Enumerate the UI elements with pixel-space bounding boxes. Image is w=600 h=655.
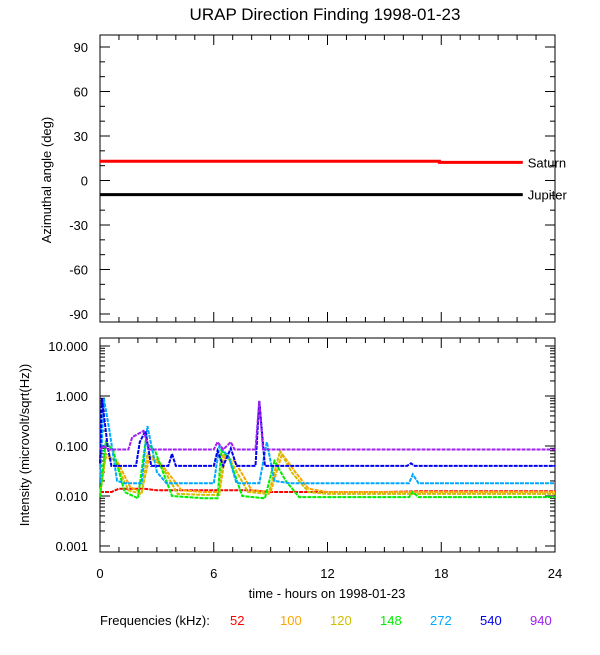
series-label-jupiter: Jupiter: [528, 188, 568, 203]
y-tick-label: 0.100: [55, 439, 88, 454]
series-120khz-line: [99, 448, 555, 496]
legend-item-100: 100: [280, 613, 302, 628]
legend-item-52: 52: [230, 613, 244, 628]
legend-item-940: 940: [530, 613, 552, 628]
legend-label: Frequencies (kHz):: [100, 613, 210, 628]
y-tick-label: 0: [81, 174, 88, 189]
x-tick-label: 6: [210, 566, 217, 581]
y-tick-label: 10.000: [48, 339, 88, 354]
y-axis-label: Azimuthal angle (deg): [39, 117, 54, 243]
legend-item-540: 540: [480, 613, 502, 628]
azimuth-panel-frame: [99, 34, 556, 323]
series-saturn-line: [100, 159, 523, 164]
x-tick-label: 24: [548, 566, 562, 581]
series-272khz-line: [99, 398, 555, 485]
x-axis-label: time - hours on 1998-01-23: [249, 586, 406, 601]
y-tick-label: 60: [74, 85, 88, 100]
chart-title: URAP Direction Finding 1998-01-23: [190, 5, 461, 24]
intensity-panel-frame: [99, 337, 556, 553]
series-label-saturn: Saturn: [528, 155, 566, 170]
frequency-legend: Frequencies (kHz): 52 100 120 148 272 540 940: [100, 613, 552, 628]
y-tick-label: -60: [69, 263, 88, 278]
series-940khz-line: [99, 400, 555, 452]
series-148khz-line: [99, 439, 555, 500]
series-540khz-line: [99, 398, 555, 469]
x-tick-label: 12: [320, 566, 334, 581]
legend-item-148: 148: [380, 613, 402, 628]
legend-item-272: 272: [430, 613, 452, 628]
y-tick-label: 0.010: [55, 489, 88, 504]
x-tick-label: 18: [434, 566, 448, 581]
y-tick-label: 0.001: [55, 539, 88, 554]
y-tick-label: 1.000: [55, 389, 88, 404]
azimuth-panel: 90 60 30 0 -30 -60 -90 Azimuthal angle (deg) Sat…: [39, 34, 568, 323]
y-tick-label: -90: [69, 307, 88, 322]
y-tick-label: 90: [74, 40, 88, 55]
y-tick-label: -30: [69, 218, 88, 233]
legend-item-120: 120: [330, 613, 352, 628]
intensity-panel: 10.000 1.000 0.100 0.010 0.001 0 6 12 18 24 Intens…: [17, 337, 562, 601]
x-tick-label: 0: [96, 566, 103, 581]
y-tick-label: 30: [74, 129, 88, 144]
y-axis-label: Intensity (microvolt/sqrt(Hz)): [17, 364, 32, 527]
